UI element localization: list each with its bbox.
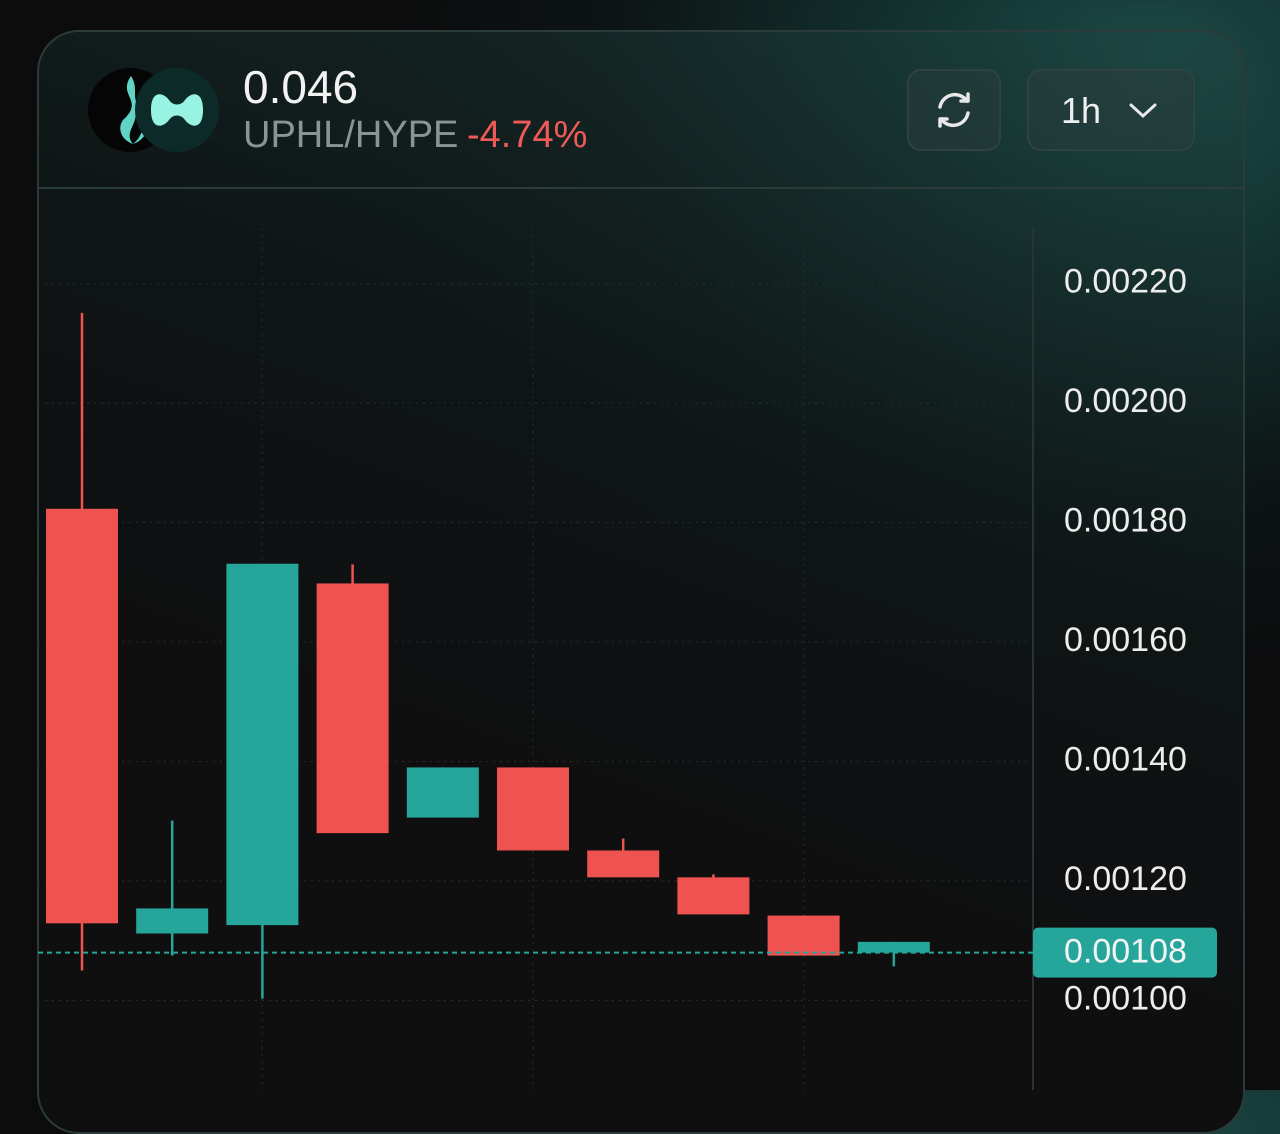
refresh-button[interactable] [907,69,1001,151]
header: 0.046 UPHL/HYPE -4.74% 1h [39,32,1243,189]
y-tick-label: 0.00180 [1064,502,1187,540]
logo-hype-mark [151,94,203,126]
price: 0.046 [243,61,359,113]
candle-body [406,767,479,818]
timeframe-dropdown[interactable]: 1h [1027,69,1195,151]
candle-body [46,508,118,924]
refresh-icon [938,92,970,128]
candle-body [316,583,389,834]
timeframe: 1h [1061,90,1102,131]
candle-body [857,941,930,953]
y-tick-label: 0.00120 [1064,860,1187,898]
last-price-label: 0.00108 [1064,933,1187,971]
candle-body [677,877,750,915]
logo-flame [120,76,149,144]
pair: UPHL/HYPE [243,114,459,156]
y-tick-label: 0.00160 [1064,621,1187,659]
chevron [1129,103,1157,119]
y-tick-label: 0.00200 [1064,382,1187,420]
y-tick-label: 0.00140 [1064,740,1187,778]
token-logos [88,68,219,152]
candle-body [226,563,299,926]
y-tick-label: 0.00220 [1064,263,1187,301]
chart: 0.00100 0.00120 0.00140 0.00160 0.00180 0.002… [38,228,1217,1090]
candle-body [767,915,840,956]
last-price-box [1033,927,1217,978]
candle-body [587,850,660,878]
y-tick-label: 0.00100 [1064,979,1187,1017]
change: -4.74% [467,114,588,156]
candle-body [497,767,569,851]
candle-body [136,908,209,934]
